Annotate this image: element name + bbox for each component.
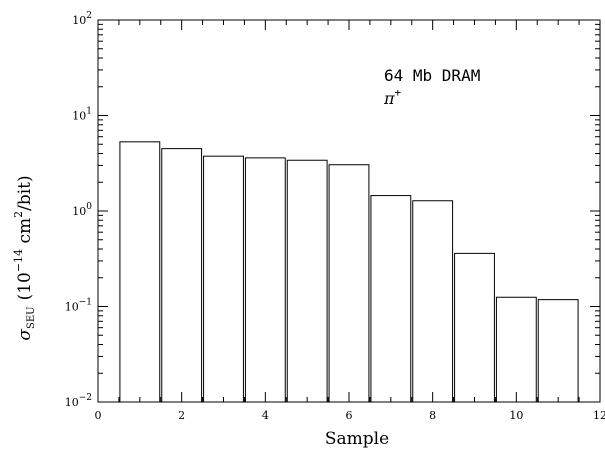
y-axis-label-prefix: (10	[15, 272, 35, 300]
y-tick-label: 10−2	[65, 393, 92, 409]
y-axis-label-subscript: SEU	[26, 306, 37, 329]
y-tick-label: 101	[72, 107, 92, 123]
x-tick-label: 4	[262, 409, 269, 422]
y-tick-label-base: 10	[72, 205, 86, 218]
bar-sample-10	[495, 296, 537, 403]
bar-group	[119, 141, 579, 403]
y-tick-label-base: 10	[72, 14, 86, 27]
bar-sample-9	[454, 252, 495, 403]
annotation-device: 64 Mb DRAM	[384, 66, 480, 85]
y-axis-label-exp: −14	[12, 249, 25, 272]
y-tick-label: 10−1	[65, 298, 92, 314]
bar-sample-2	[161, 148, 203, 403]
annotation-particle: π+	[383, 86, 402, 108]
annotation-particle-symbol: π	[383, 89, 395, 108]
annotation-particle-exp: +	[395, 86, 402, 99]
y-tick-label: 102	[72, 11, 92, 27]
x-tick-label: 6	[346, 409, 353, 422]
y-axis-label-suffix: /bit)	[15, 175, 35, 211]
y-tick-label-base: 10	[65, 301, 79, 314]
y-tick-label-exp: −2	[79, 393, 92, 403]
y-tick-label-base: 10	[72, 110, 86, 123]
bar-sample-6	[328, 164, 370, 403]
bar-sample-7	[370, 195, 412, 403]
bar-sample-4	[244, 157, 286, 403]
y-tick-label-exp: 0	[86, 202, 92, 212]
x-tick-label: 12	[593, 409, 605, 422]
bar-sample-8	[412, 200, 454, 403]
y-axis-label-symbol: σ	[15, 329, 35, 341]
bar-sample-11	[537, 299, 579, 403]
x-tick-label: 8	[429, 409, 436, 422]
y-axis-label: σSEU (10−14 cm2/bit)	[12, 175, 37, 340]
plot-frame	[97, 19, 601, 403]
y-tick-label-exp: 1	[86, 107, 92, 117]
bar-sample-1	[119, 141, 161, 403]
x-tick-labels: 0 2 4 6 8 10 12	[95, 409, 605, 422]
x-tick-label: 0	[95, 409, 102, 422]
bar-sample-3	[203, 155, 244, 403]
x-tick-label: 2	[178, 409, 185, 422]
y-tick-label-base: 10	[65, 396, 79, 409]
x-tick-label: 10	[509, 409, 523, 422]
y-axis-label-exp2: 2	[12, 211, 25, 218]
bar-sample-5	[286, 159, 328, 403]
tick-group	[97, 20, 601, 403]
y-tick-label-exp: 2	[86, 11, 92, 21]
y-axis-label-mid: cm	[15, 218, 35, 249]
y-tick-label-exp: −1	[79, 298, 92, 308]
x-axis-label: Sample	[325, 429, 389, 449]
y-tick-label: 100	[72, 202, 92, 218]
